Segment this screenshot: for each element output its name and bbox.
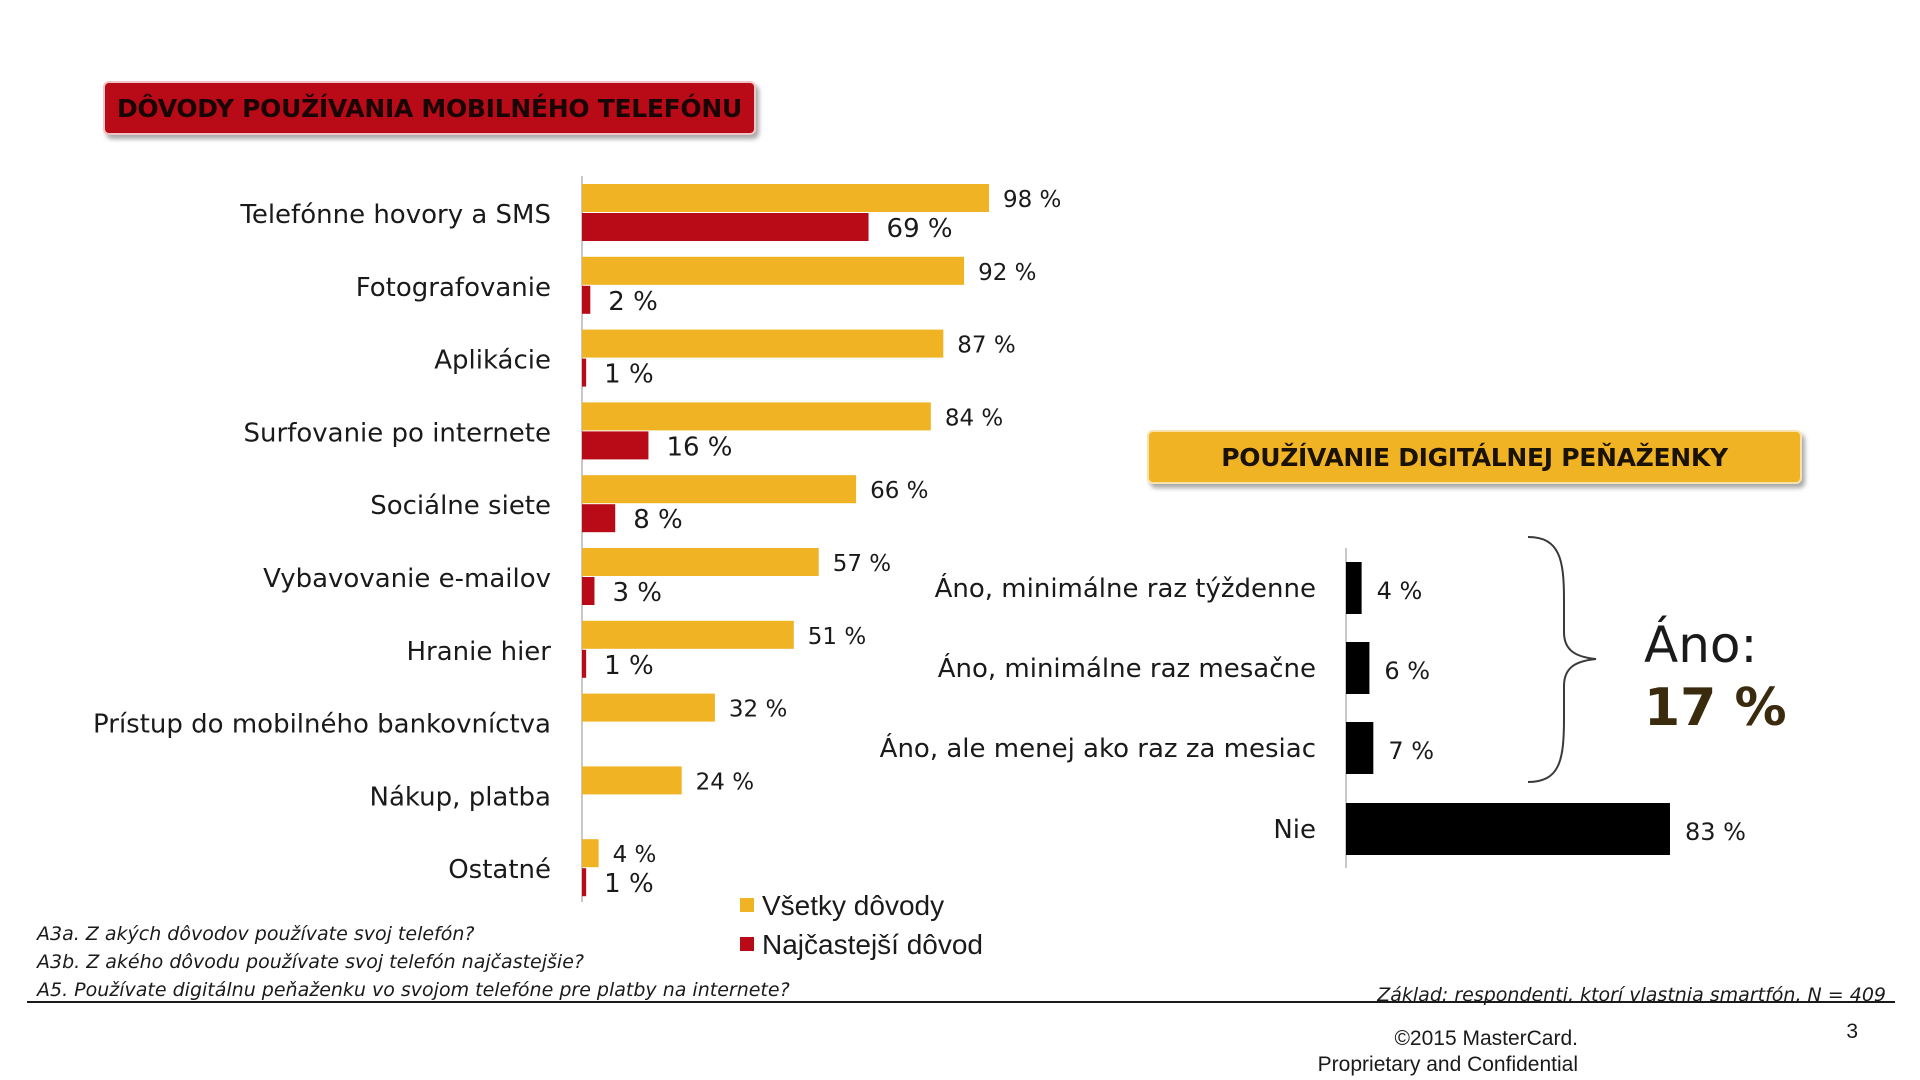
question-note-a3a: A3a. Z akých dôvodov používate svoj tele… — [37, 923, 475, 945]
wallet-category-label: Áno, minimálne raz týždenne — [935, 572, 1316, 604]
wallet-bar — [1346, 562, 1362, 614]
reasons-title-banner: DÔVODY POUŽÍVANIA MOBILNÉHO TELEFÓNU — [103, 81, 756, 135]
legend-label-all: Všetky dôvody — [762, 890, 945, 921]
wallet-yes-total: 17 % — [1644, 678, 1787, 738]
wallet-title-banner: POUŽÍVANIE DIGITÁLNEJ PEŇAŽENKY — [1147, 430, 1802, 484]
category-label: Nákup, platba — [370, 782, 551, 812]
footer-divider — [27, 1001, 1895, 1003]
wallet-bar — [1346, 642, 1370, 694]
category-label: Prístup do mobilného bankovníctva — [93, 710, 551, 740]
bar-most — [582, 213, 869, 241]
bar-all-label: 24 % — [696, 769, 754, 795]
bar-most-label: 2 % — [608, 287, 658, 317]
bar-most-label: 1 % — [604, 651, 654, 681]
bar-all-label: 4 % — [613, 842, 657, 868]
wallet-yes-label: Áno: — [1644, 615, 1757, 674]
reasons-title: DÔVODY POUŽÍVANIA MOBILNÉHO TELEFÓNU — [116, 93, 742, 123]
copyright: ©2015 MasterCard. Proprietary and Confid… — [1318, 1026, 1578, 1078]
category-label: Aplikácie — [434, 346, 551, 376]
copyright-line-2: Proprietary and Confidential — [1317, 1053, 1578, 1076]
bar-all — [582, 329, 944, 358]
wallet-bar-label: 7 % — [1388, 737, 1434, 765]
bar-most-label: 3 % — [612, 578, 662, 608]
bar-most-label: 16 % — [666, 432, 732, 462]
bar-all — [582, 475, 857, 504]
bar-all — [582, 402, 931, 431]
wallet-bar-label: 6 % — [1384, 657, 1430, 685]
wallet-category-label: Áno, minimálne raz mesačne — [938, 652, 1316, 684]
legend-item-most: Najčastejší dôvod — [740, 929, 983, 961]
copyright-line-1: ©2015 MasterCard. — [1394, 1027, 1578, 1050]
question-note-a3b: A3b. Z akého dôvodu používate svoj telef… — [37, 951, 584, 973]
bar-most — [582, 285, 591, 314]
bar-all — [582, 620, 794, 649]
bar-most-label: 1 % — [604, 360, 654, 390]
bar-all-label: 51 % — [808, 624, 866, 650]
bar-most — [582, 431, 649, 460]
bar-all-label: 92 % — [978, 260, 1036, 286]
category-label: Vybavovanie e-mailov — [263, 564, 551, 594]
wallet-bar — [1346, 722, 1374, 774]
bar-most-label: 8 % — [633, 505, 683, 535]
category-label: Fotografovanie — [356, 273, 551, 303]
wallet-title: POUŽÍVANIE DIGITÁLNEJ PEŇAŽENKY — [1221, 442, 1728, 472]
bar-all-label: 84 % — [945, 405, 1003, 431]
page-number: 3 — [1846, 1020, 1858, 1043]
legend-swatch-all — [740, 897, 754, 912]
base-note: Základ: respondenti, ktorí vlastnia smar… — [1377, 984, 1886, 1006]
bar-all-label: 57 % — [833, 551, 891, 577]
legend-item-all: Všetky dôvody — [740, 890, 944, 922]
bracket-icon — [1527, 536, 1597, 783]
bar-all-label: 87 % — [957, 333, 1015, 359]
wallet-bar — [1346, 803, 1670, 855]
bar-most-label: 69 % — [887, 214, 953, 244]
bar-most — [582, 504, 616, 533]
category-label: Telefónne hovory a SMS — [239, 200, 551, 230]
bar-all-label: 98 % — [1003, 187, 1061, 213]
bar-all-label: 32 % — [729, 697, 787, 723]
bar-most — [582, 358, 587, 387]
wallet-bar-label: 4 % — [1377, 577, 1423, 605]
wallet-category-label: Nie — [1273, 815, 1316, 845]
bar-all — [582, 839, 599, 868]
legend-label-most: Najčastejší dôvod — [762, 929, 984, 960]
bar-all — [582, 548, 819, 576]
legend-swatch-most — [740, 936, 754, 951]
bar-all — [582, 693, 715, 722]
category-label: Surfovanie po internete — [244, 418, 551, 448]
bar-most — [582, 577, 595, 605]
bar-all-label: 66 % — [870, 478, 928, 504]
bar-most-label: 1 % — [604, 869, 654, 899]
bar-most — [582, 649, 587, 678]
category-label: Ostatné — [448, 855, 551, 885]
bar-all — [582, 766, 682, 795]
bar-all — [582, 184, 989, 212]
bar-most — [582, 868, 587, 897]
category-label: Sociálne siete — [370, 491, 551, 521]
wallet-bar-label: 83 % — [1685, 818, 1746, 846]
bar-all — [582, 256, 965, 285]
wallet-category-label: Áno, ale menej ako raz za mesiac — [880, 732, 1316, 764]
question-note-a5: A5. Používate digitálnu peňaženku vo svo… — [37, 979, 790, 1001]
category-label: Hranie hier — [406, 637, 551, 667]
